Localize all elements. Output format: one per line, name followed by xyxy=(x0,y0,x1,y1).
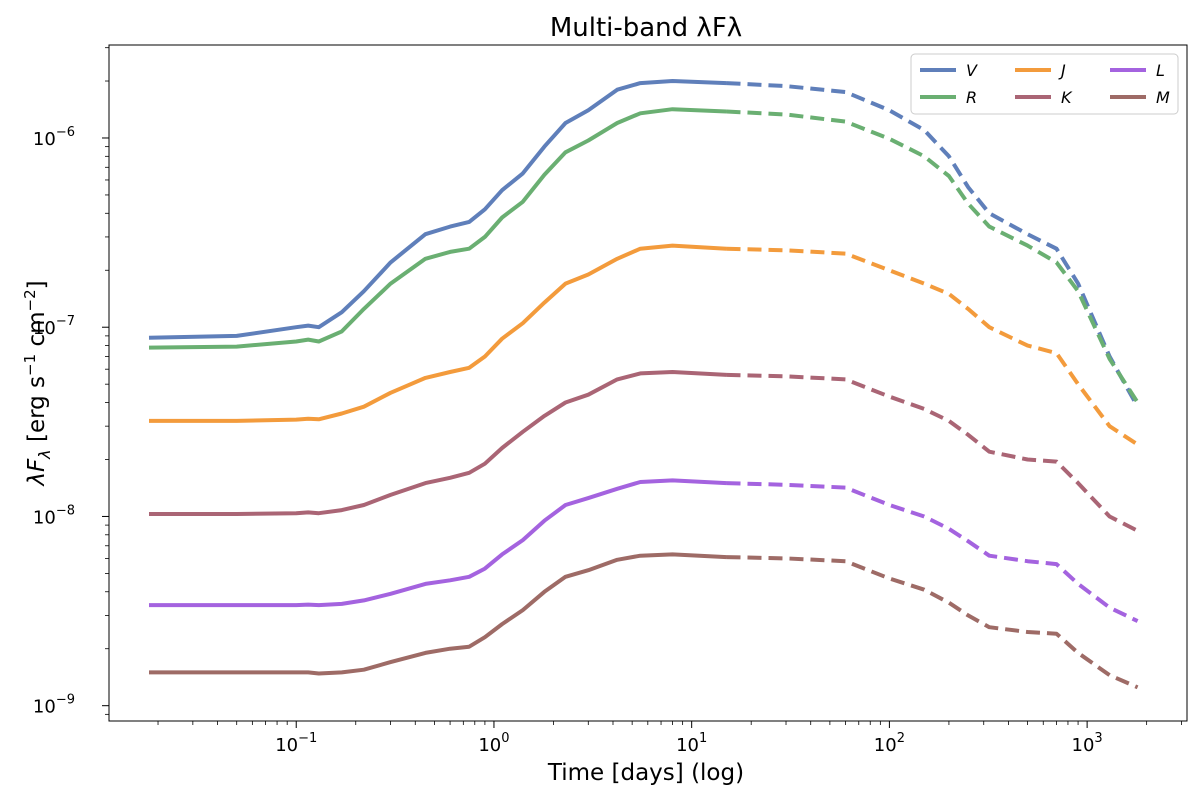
y-axis-label: λFλ [erg s−1 cm−2] xyxy=(21,280,54,487)
x-tick-label: 10−1 xyxy=(275,731,317,756)
x-tick-label: 101 xyxy=(676,731,707,756)
chart-title: Multi-band λFλ xyxy=(550,13,742,43)
series-l-dashed-line xyxy=(726,481,1139,623)
x-tick-label: 103 xyxy=(1072,731,1103,756)
y-tick-label: 10−8 xyxy=(33,503,75,528)
series-v-solid-line xyxy=(148,79,727,340)
legend-label-v: V xyxy=(966,61,978,80)
legend: VR JK LM xyxy=(910,53,1179,115)
legend-label-l: L xyxy=(1156,61,1165,80)
legend-label-j: J xyxy=(1058,61,1066,80)
series-j-solid-line xyxy=(149,243,727,423)
x-axis-label: Time [days] (log) xyxy=(547,760,744,786)
legend-label-m: M xyxy=(1156,88,1170,107)
y-tick-label: 10−7 xyxy=(33,314,75,339)
series-k-solid-line xyxy=(149,370,727,516)
legend-label-r: R xyxy=(966,88,977,107)
x-tick-label: 102 xyxy=(874,731,905,756)
x-tick-label: 100 xyxy=(478,731,509,756)
legend-label-k: K xyxy=(1061,88,1073,107)
series-j-dashed-line xyxy=(726,246,1139,447)
series-r-solid-line xyxy=(148,107,727,350)
series-m-dashed-line xyxy=(726,555,1139,690)
y-tick-label: 10−6 xyxy=(33,125,75,150)
legend-box xyxy=(910,53,1179,115)
series-m-solid-line xyxy=(149,552,727,676)
series-v-dashed-line xyxy=(726,81,1140,408)
y-tick-label: 10−9 xyxy=(33,693,75,718)
series-k-dashed-line xyxy=(726,372,1139,533)
series-l-solid-line xyxy=(149,478,727,608)
